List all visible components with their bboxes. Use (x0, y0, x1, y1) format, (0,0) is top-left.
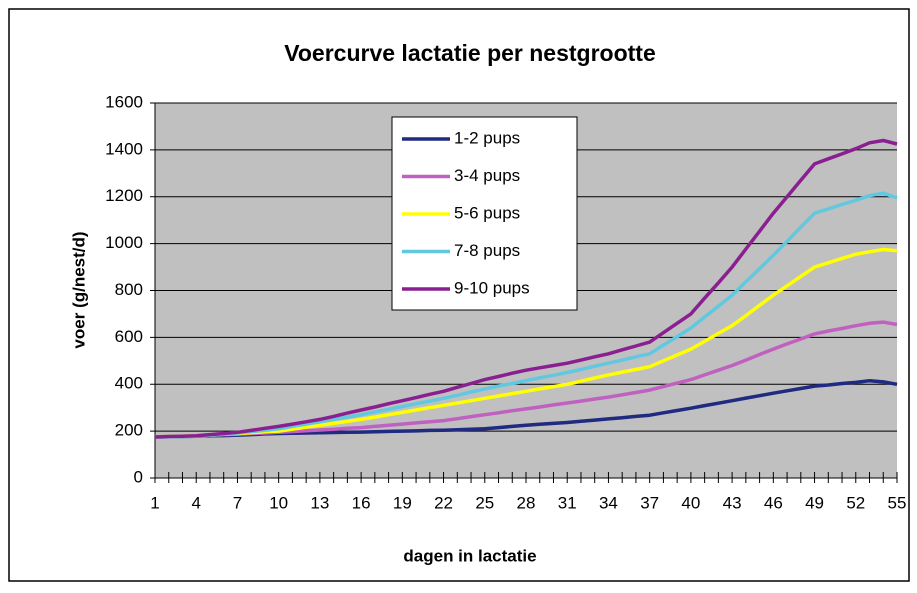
x-tick-label: 31 (558, 493, 577, 512)
x-tick-label: 43 (723, 493, 742, 512)
y-tick-label: 1600 (105, 92, 143, 111)
y-tick-label: 0 (134, 467, 143, 486)
y-tick-label: 400 (115, 374, 143, 393)
y-tick-label: 1400 (105, 139, 143, 158)
x-tick-label: 22 (434, 493, 453, 512)
x-tick-label: 49 (805, 493, 824, 512)
x-tick-label: 34 (599, 493, 618, 512)
y-tick-label: 600 (115, 327, 143, 346)
x-tick-label: 19 (393, 493, 412, 512)
x-tick-label: 4 (191, 493, 200, 512)
legend-label: 9-10 pups (454, 278, 530, 297)
x-tick-label: 28 (517, 493, 536, 512)
legend-label: 5-6 pups (454, 203, 520, 222)
y-tick-label: 1000 (105, 233, 143, 252)
x-tick-label: 40 (681, 493, 700, 512)
chart-title: Voercurve lactatie per nestgrootte (284, 40, 656, 66)
x-tick-label: 37 (640, 493, 659, 512)
legend-label: 7-8 pups (454, 241, 520, 260)
y-tick-label: 800 (115, 280, 143, 299)
x-tick-label: 52 (846, 493, 865, 512)
x-axis-label: dagen in lactatie (403, 546, 536, 565)
x-tick-label: 7 (233, 493, 242, 512)
legend-label: 1-2 pups (454, 128, 520, 147)
x-tick-label: 55 (888, 493, 907, 512)
x-tick-label: 25 (475, 493, 494, 512)
x-tick-label: 16 (352, 493, 371, 512)
x-tick-label: 10 (269, 493, 288, 512)
x-tick-label: 13 (310, 493, 329, 512)
series-line (154, 138, 898, 439)
y-tick-label: 1200 (105, 186, 143, 205)
x-tick-label: 46 (764, 493, 783, 512)
series-line (154, 191, 898, 439)
y-axis-label: voer (g/nest/d) (69, 231, 88, 348)
series-line (154, 247, 898, 439)
y-tick-label: 200 (115, 421, 143, 440)
x-tick-label: 1 (150, 493, 159, 512)
legend-label: 3-4 pups (454, 166, 520, 185)
